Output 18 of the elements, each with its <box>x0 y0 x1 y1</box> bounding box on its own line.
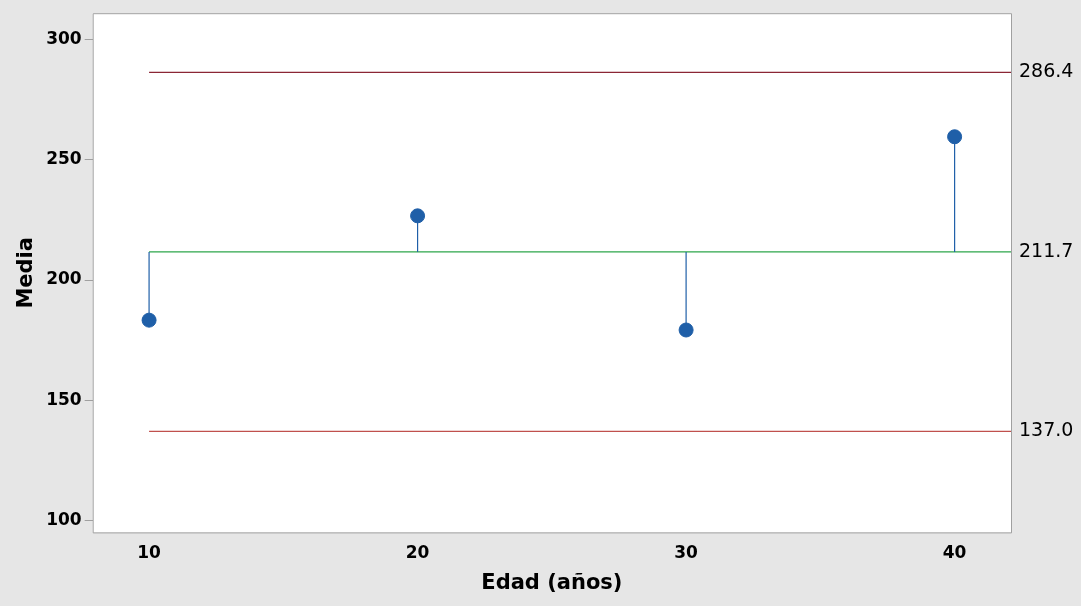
x-tick-label: 40 <box>942 542 967 563</box>
ref-line-label: 286.4 <box>1019 59 1074 82</box>
y-tick-label: 200 <box>46 268 82 289</box>
y-tick-label: 100 <box>46 508 82 529</box>
point <box>947 129 963 145</box>
x-tick-label: 30 <box>674 542 699 563</box>
y-tick-label: 150 <box>46 388 82 409</box>
x-tick-label: 10 <box>137 542 162 563</box>
ref-line-label: 137.0 <box>1019 418 1074 441</box>
x-tick-label: 20 <box>405 542 430 563</box>
ref-line-label: 211.7 <box>1019 238 1074 261</box>
point <box>141 312 157 328</box>
y-tick-label: 300 <box>46 28 82 49</box>
point <box>678 322 694 338</box>
point <box>410 208 426 224</box>
y-tick-label: 250 <box>46 148 82 169</box>
x-axis-title: Edad (años) <box>481 569 623 594</box>
y-axis-title: Media <box>13 237 38 309</box>
